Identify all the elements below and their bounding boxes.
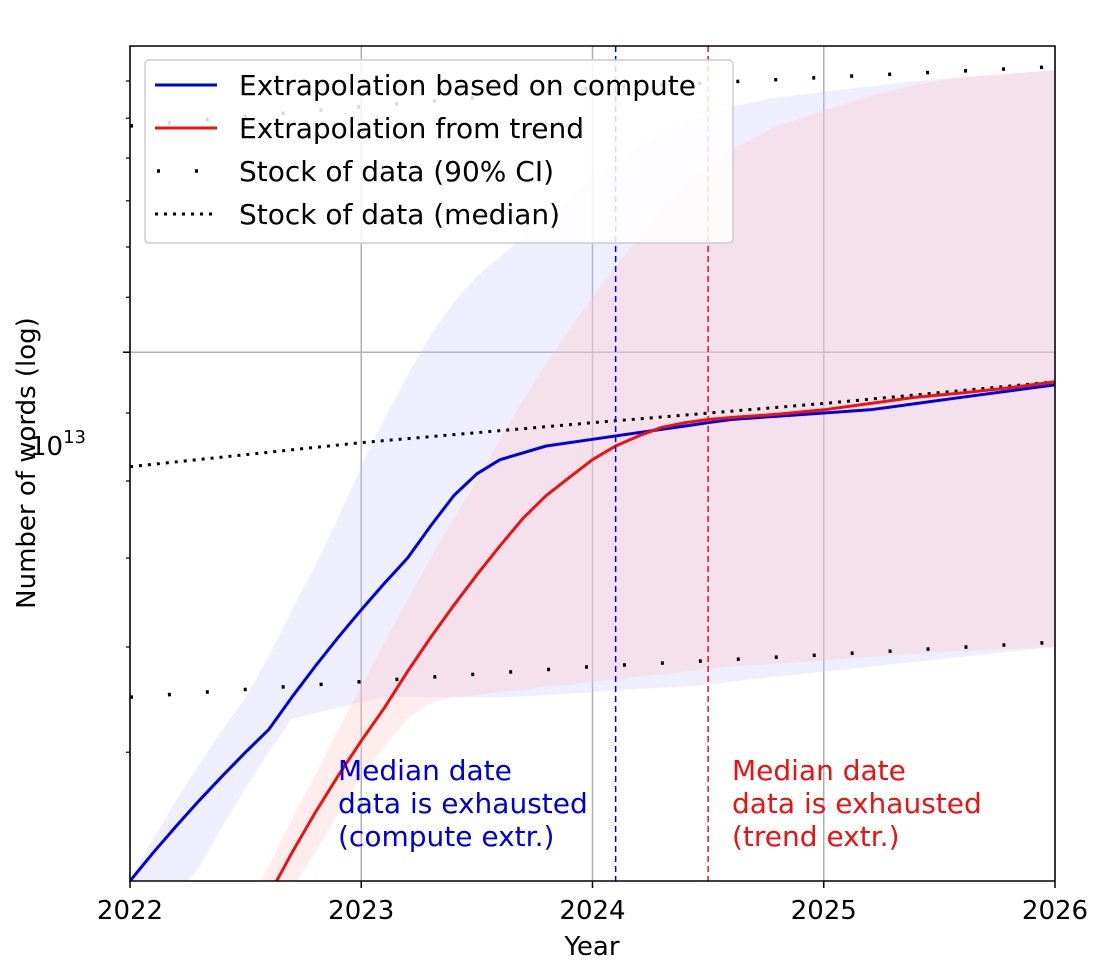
annotation-line: (compute extr.) [338,820,554,853]
legend-item: Stock of data (90% CI) [157,155,554,188]
y-tick-base: 10 [30,432,63,462]
legend-item: Stock of data (median) [155,198,560,231]
stock-ci-lower-line [130,640,1055,699]
legend-label: Stock of data (median) [239,198,560,231]
compute-line [130,383,1055,881]
annotation-line: Median date [338,754,512,787]
legend-item: Extrapolation based on compute [155,69,696,102]
plot-area: Median date data is exhausted (compute ext… [97,45,1088,926]
x-tick-label: 2022 [97,896,163,926]
legend-label: Extrapolation from trend [239,112,584,145]
plot-clip-group [130,64,1055,881]
ci-band-compute [130,70,1055,881]
legend-box [144,59,734,244]
legend-item: Extrapolation from trend [155,112,584,145]
svg-text:1013: 1013 [30,427,86,462]
stock-median-line [130,380,1055,469]
y-tick-exponent: 13 [63,427,86,448]
x-tick-label: 2025 [791,896,857,926]
legend: Extrapolation based on compute Extrapolat… [144,59,734,244]
x-tick-label: 2024 [559,896,625,926]
annotation-line: data is exhausted [732,787,982,820]
annotation-line: data is exhausted [338,787,588,820]
legend-label: Stock of data (90% CI) [239,155,554,188]
legend-label: Extrapolation based on compute [239,69,696,102]
trend-line [274,380,1055,881]
y-axis-title: Number of words (log) [12,317,42,609]
x-tick-label: 2026 [1022,896,1088,926]
ci-band-trend [261,70,1055,881]
annotation-line: Median date [732,754,906,787]
annotation-trend: Median date data is exhausted (trend extr.… [732,754,982,853]
annotation-compute: Median date data is exhausted (compute ext… [338,754,588,853]
y-tick-label-major: 1013 [30,427,86,462]
x-tick-label: 2023 [328,896,394,926]
annotation-line: (trend extr.) [732,820,900,853]
x-axis-title: Year [563,932,619,960]
